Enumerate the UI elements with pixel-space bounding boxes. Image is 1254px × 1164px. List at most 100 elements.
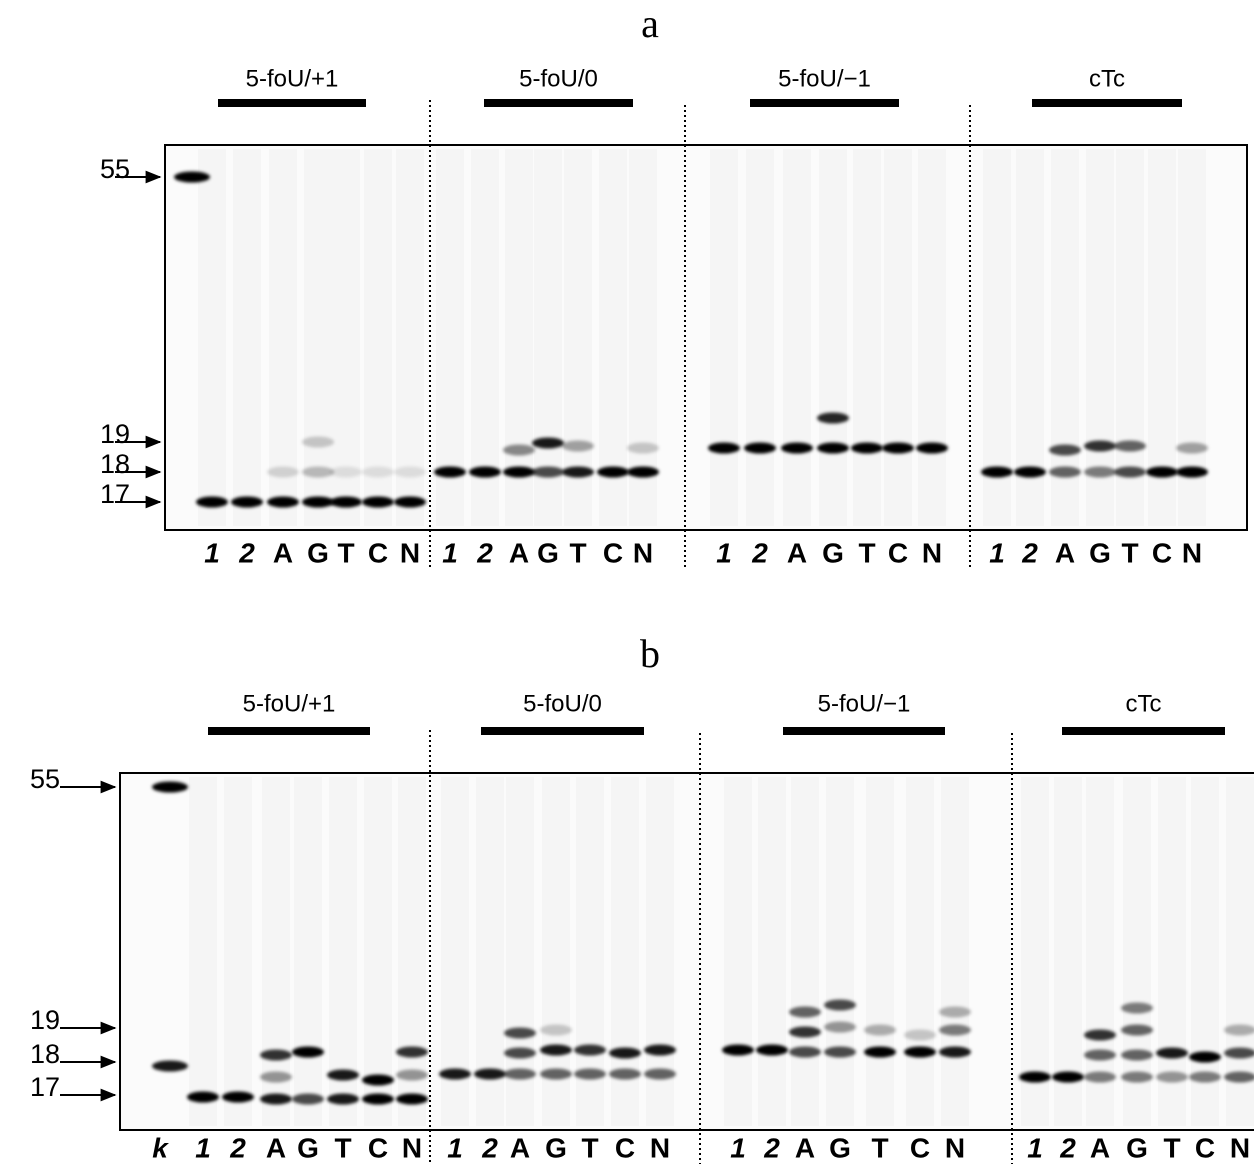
lane-label: A <box>787 537 807 568</box>
gel-band <box>1176 467 1208 478</box>
gel-band <box>824 1047 856 1058</box>
lane-label: N <box>1230 1132 1250 1163</box>
lane-label: C <box>615 1132 635 1163</box>
lane-label: C <box>368 1132 388 1163</box>
size-marker: 55 <box>30 764 60 794</box>
lane-smear <box>198 149 226 526</box>
gel-band <box>904 1030 936 1041</box>
gel-band <box>532 438 564 449</box>
gel-band <box>362 1094 394 1105</box>
page: a551918175-foU/+112AGTCN5-foU/012AGTCN5-… <box>0 0 1254 1164</box>
lane-label: 1 <box>195 1132 211 1163</box>
group-bar <box>783 727 945 735</box>
gel-band <box>504 1048 536 1059</box>
lane-label: 2 <box>1059 1132 1076 1163</box>
gel-band <box>540 1045 572 1056</box>
gel-band <box>504 1028 536 1039</box>
gel-band <box>939 1047 971 1058</box>
gel-band <box>1049 445 1081 456</box>
gel-band <box>396 1094 428 1105</box>
gel-band <box>817 443 849 454</box>
gel-band <box>1121 1025 1153 1036</box>
gel-band <box>1084 1072 1116 1083</box>
group-label: 5-foU/−1 <box>778 65 871 92</box>
gel-band <box>1121 1050 1153 1061</box>
lane-label: A <box>273 537 293 568</box>
gel-band <box>939 1025 971 1036</box>
gel-band <box>722 1045 754 1056</box>
gel-band <box>434 467 466 478</box>
gel-band <box>231 497 263 508</box>
gel-band <box>187 1092 219 1103</box>
size-marker: 55 <box>100 154 130 184</box>
gel-band <box>222 1092 254 1103</box>
gel-band <box>1052 1072 1084 1083</box>
lane-label: N <box>400 537 420 568</box>
gel-band <box>394 497 426 508</box>
gel-band <box>394 467 426 478</box>
lane-smear <box>364 777 392 1126</box>
lane-label: G <box>822 537 844 568</box>
size-marker: 17 <box>30 1072 60 1102</box>
lane-label: A <box>795 1132 815 1163</box>
lane-label: C <box>1195 1132 1215 1163</box>
lane-label: G <box>829 1132 851 1163</box>
gel-band <box>1189 1052 1221 1063</box>
gel-band <box>1156 1072 1188 1083</box>
group-label: 5-foU/0 <box>523 690 602 717</box>
lane-label: G <box>1126 1132 1148 1163</box>
lane-smear <box>941 777 969 1126</box>
lane-label: T <box>871 1132 888 1163</box>
gel-band <box>1014 467 1046 478</box>
lane-label: T <box>337 537 354 568</box>
lane-label: G <box>297 1132 319 1163</box>
group-bar <box>1032 99 1182 107</box>
lane-smear <box>224 777 252 1126</box>
gel-band <box>1019 1072 1051 1083</box>
lane-smear <box>791 777 819 1126</box>
gel-band <box>260 1072 292 1083</box>
gel-band <box>1121 1072 1153 1083</box>
gel-band <box>562 467 594 478</box>
lane-smear <box>819 149 847 526</box>
lane-label: k <box>152 1132 169 1163</box>
lane-label: N <box>945 1132 965 1163</box>
gel-band <box>503 467 535 478</box>
lane-smear <box>783 149 811 526</box>
gel-band <box>756 1045 788 1056</box>
lane-label: A <box>1055 537 1075 568</box>
size-marker: 19 <box>30 1005 60 1035</box>
lane-label: 1 <box>204 537 220 568</box>
gel-band <box>644 1069 676 1080</box>
gel-band <box>504 1069 536 1080</box>
panel-label: b <box>640 631 660 676</box>
gel-band <box>939 1007 971 1018</box>
lane-label: A <box>510 1132 530 1163</box>
lane-label: C <box>603 537 623 568</box>
lane-label: A <box>509 537 529 568</box>
lane-label: N <box>633 537 653 568</box>
gel-band <box>904 1047 936 1058</box>
gel-band <box>474 1069 506 1080</box>
gel-band <box>439 1069 471 1080</box>
size-marker: 18 <box>100 449 130 479</box>
lane-label: 2 <box>481 1132 498 1163</box>
gel-band <box>1176 443 1208 454</box>
lane-smear <box>826 777 854 1126</box>
gel-band <box>292 1094 324 1105</box>
gel-band <box>260 1094 292 1105</box>
lane-label: 2 <box>476 537 493 568</box>
lane-label: 2 <box>751 537 768 568</box>
lane-label: T <box>569 537 586 568</box>
lane-smear <box>746 149 774 526</box>
gel-band <box>789 1007 821 1018</box>
gel-band <box>196 497 228 508</box>
gel-band <box>1084 1030 1116 1041</box>
lane-label: A <box>266 1132 286 1163</box>
gel-band <box>1189 1072 1221 1083</box>
lane-smear <box>233 149 261 526</box>
gel-band <box>1114 441 1146 452</box>
gel-band <box>597 467 629 478</box>
gel-band <box>1156 1048 1188 1059</box>
gel-band <box>330 497 362 508</box>
